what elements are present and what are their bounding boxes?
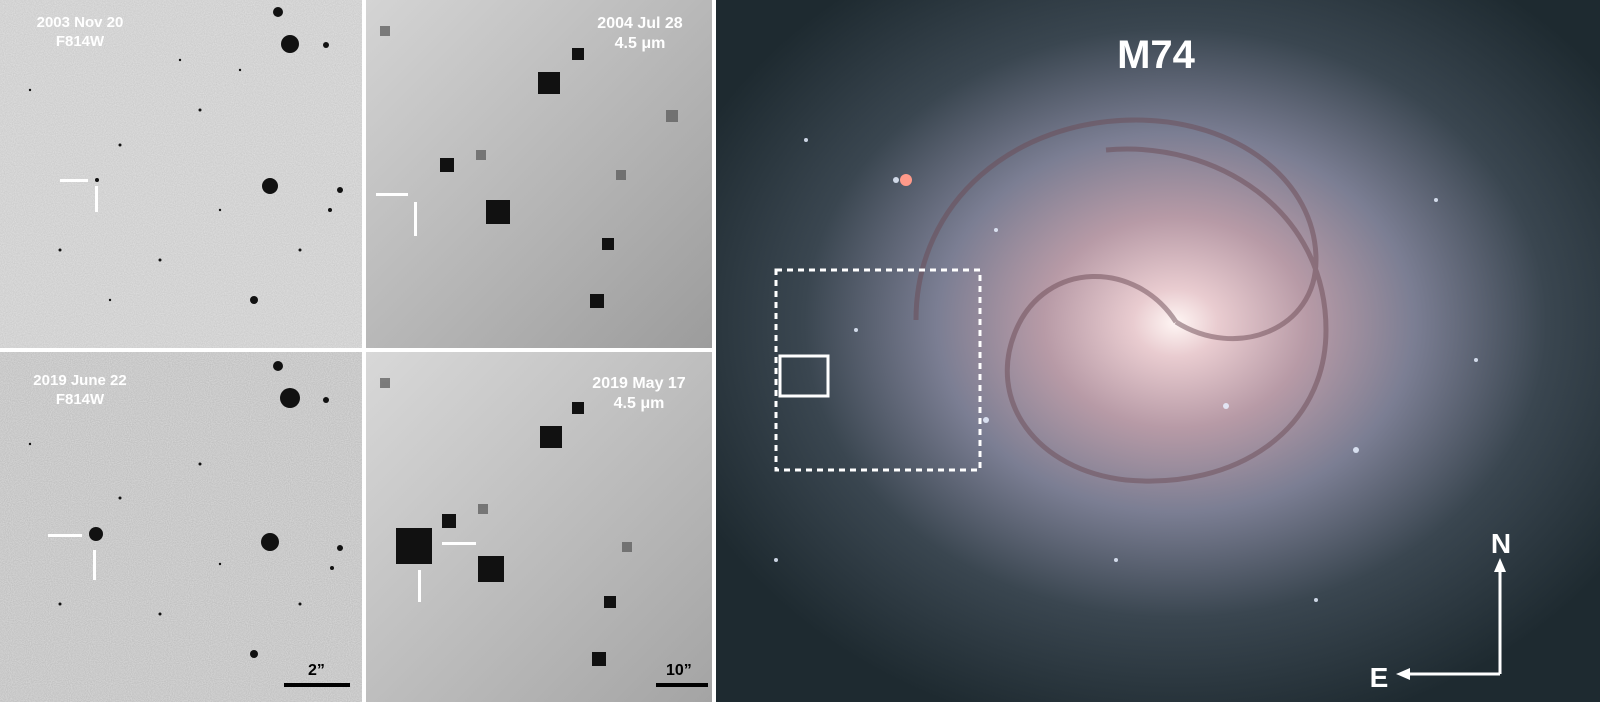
- hst-image-2019: [0, 352, 362, 702]
- scale-bar: [284, 683, 350, 687]
- date-label-2004: 2004 Jul 28 4.5 μm: [597, 15, 683, 52]
- galaxy-name: M74: [1117, 33, 1195, 77]
- spitzer-image-2019: [366, 352, 712, 702]
- galaxy-panel: M74 N E: [716, 0, 1600, 702]
- galaxy-image: [716, 0, 1600, 702]
- marker-vertical: [414, 202, 417, 236]
- date-label-2003: 2003 Nov 20 F814W: [36, 14, 124, 50]
- zoom-region-box: [774, 268, 982, 472]
- scale-label: 2”: [308, 662, 325, 679]
- marker-horizontal: [48, 534, 82, 537]
- panel-2004-45um: 2004 Jul 28 4.5 μm: [366, 0, 712, 348]
- marker-horizontal: [376, 193, 408, 196]
- panel-2019-f814w: 2019 June 22 F814W 2”: [0, 352, 362, 702]
- scale-bar: [656, 683, 708, 687]
- spitzer-image-2004: [366, 0, 712, 348]
- hst-image-2003: [0, 0, 362, 348]
- target-box: [778, 354, 830, 398]
- scale-label: 10”: [666, 662, 692, 679]
- date-label-2019-hst: 2019 June 22 F814W: [33, 372, 127, 408]
- marker-vertical: [418, 570, 421, 602]
- marker-vertical: [93, 550, 96, 580]
- panel-2003-f814w: 2003 Nov 20 F814W: [0, 0, 362, 348]
- marker-horizontal: [442, 542, 476, 545]
- marker-horizontal: [60, 179, 88, 182]
- date-label-2019-spitzer: 2019 May 17 4.5 μm: [592, 375, 686, 412]
- compass-east: E: [1369, 662, 1389, 693]
- compass-north: N: [1490, 528, 1512, 559]
- marker-vertical: [95, 186, 98, 212]
- panel-2019-45um: 2019 May 17 4.5 μm 10”: [366, 352, 712, 702]
